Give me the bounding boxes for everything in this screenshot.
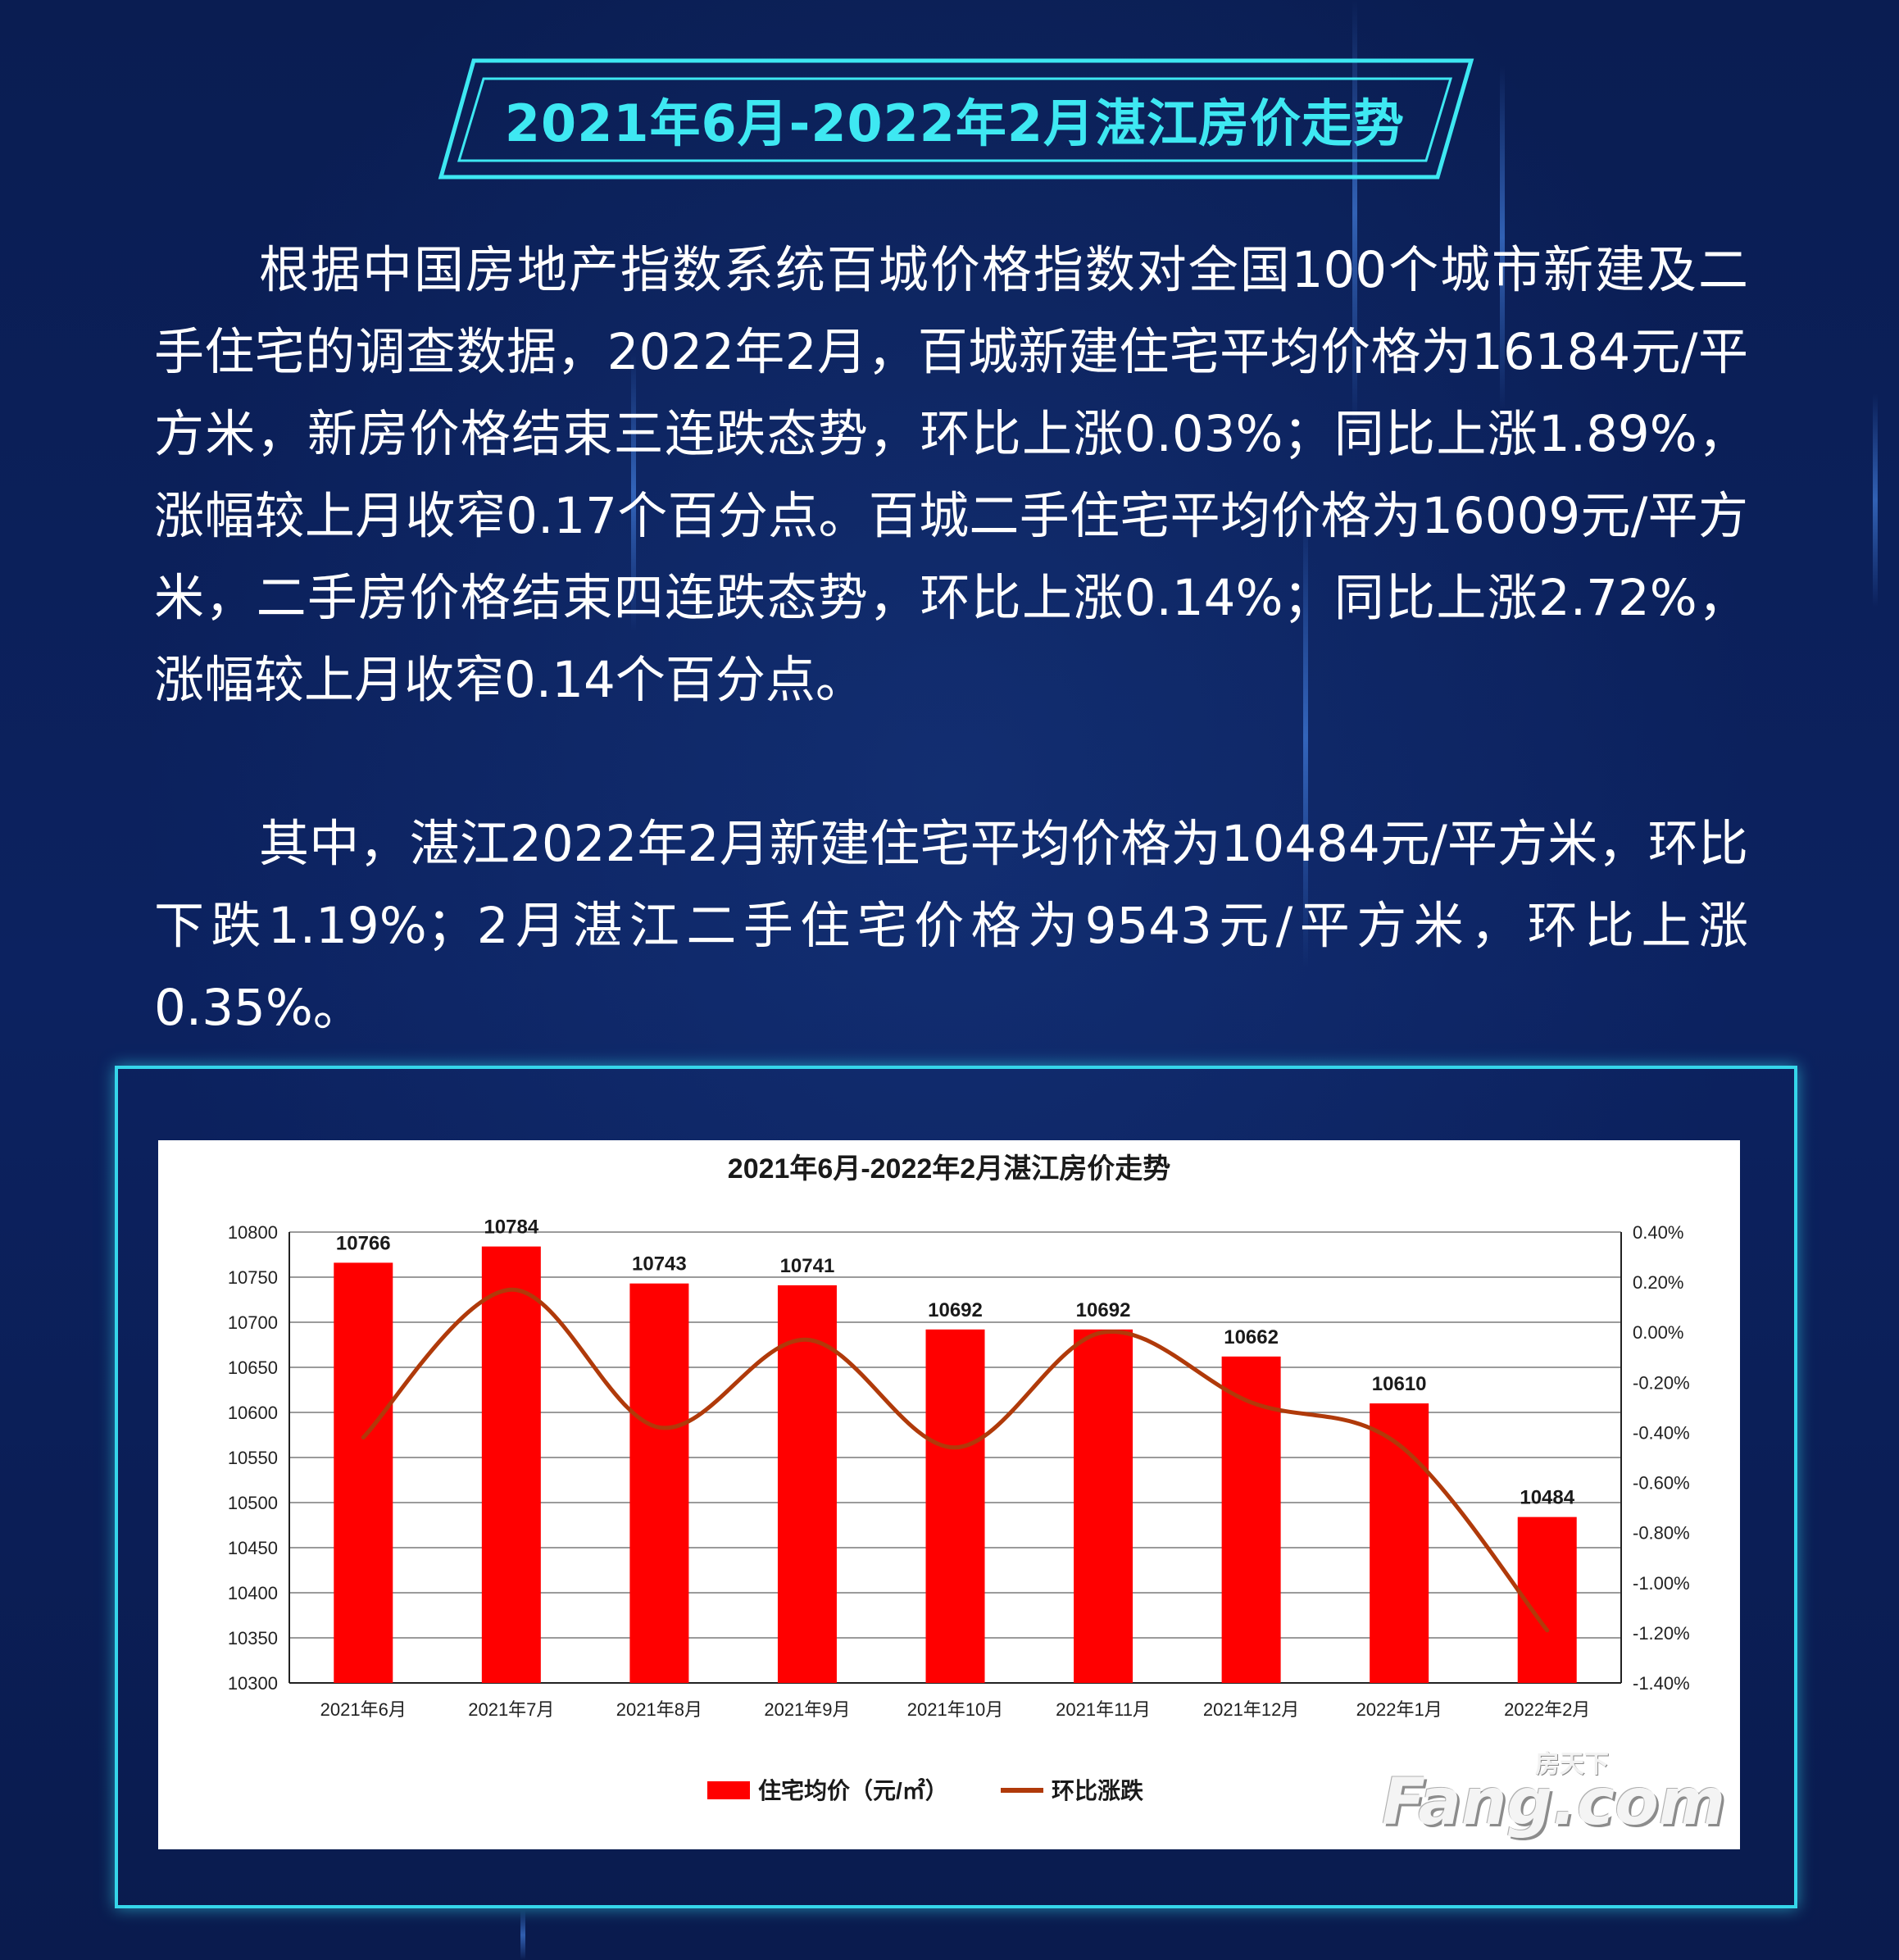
x-axis-labels: 2021年6月 2021年7月 2021年8月 2021年9月 2021年10月 2021… (320, 1699, 1591, 1720)
bar (481, 1246, 541, 1683)
title-frame (438, 58, 1474, 180)
bar (1221, 1356, 1281, 1683)
x-tick-label: 2022年1月 (1356, 1699, 1442, 1720)
light-streak (1500, 66, 1505, 410)
light-streak (1873, 393, 1878, 607)
y-left-tick-label: 10300 (228, 1673, 278, 1694)
light-streak (1303, 508, 1308, 967)
title-banner: 2021年6月-2022年2月湛江房价走势 (434, 57, 1475, 180)
paragraph-zhanjiang: 其中，湛江2022年2月新建住宅平均价格为10484元/平方米，环比下跌1.19… (154, 815, 1748, 1037)
light-streak (631, 352, 636, 631)
y-right-tick-label: -1.00% (1633, 1573, 1690, 1594)
bar-labels: 10766 10784 10743 10741 10692 10692 10662 10610… (336, 1216, 1575, 1509)
light-streak (520, 1910, 525, 1960)
y-left-tick-label: 10350 (228, 1628, 278, 1648)
light-streak (1352, 0, 1357, 426)
bar (629, 1283, 689, 1683)
chart-panel: 2021年6月-2022年2月湛江房价走势 10300 10350 10400 104… (158, 1140, 1740, 1849)
y-right-tick-label: 0.40% (1633, 1222, 1683, 1243)
combo-chart: 2021年6月-2022年2月湛江房价走势 10300 10350 10400 104… (228, 1153, 1690, 1803)
y-left-tick-label: 10500 (228, 1493, 278, 1513)
bar-data-label: 10610 (1372, 1373, 1427, 1395)
y-left-tick-label: 10800 (228, 1222, 278, 1243)
y-left-tick-label: 10600 (228, 1403, 278, 1423)
chart-frame (115, 1066, 1797, 1908)
left-axis: 10300 10350 10400 10450 10500 10550 10600 10650… (228, 1222, 290, 1694)
x-tick-label: 2021年8月 (616, 1699, 702, 1720)
bar-data-label: 10662 (1224, 1326, 1279, 1348)
y-right-tick-label: -0.80% (1633, 1523, 1690, 1544)
bar (334, 1262, 393, 1683)
bar-data-label: 10692 (928, 1299, 983, 1321)
bar-data-label: 10743 (632, 1253, 687, 1276)
y-right-tick-label: -0.20% (1633, 1372, 1690, 1393)
x-tick-label: 2021年10月 (907, 1699, 1003, 1720)
watermark-logo: Fang.com (1381, 1766, 1725, 1839)
line-path (361, 1287, 1550, 1633)
legend-label-bar: 住宅均价（元/㎡） (758, 1777, 948, 1803)
paragraph-national: 根据中国房地产指数系统百城价格指数对全国100个城市新建及二手住宅的调查数据，2… (154, 241, 1748, 709)
watermark-small: 房天下 (1535, 1750, 1609, 1779)
line-series (361, 1287, 1550, 1633)
y-right-tick-label: -0.60% (1633, 1473, 1690, 1494)
y-right-tick-label: -0.40% (1633, 1422, 1690, 1443)
bar-data-label: 10766 (336, 1232, 391, 1254)
legend-swatch-bar (707, 1781, 750, 1799)
bar (777, 1285, 837, 1683)
legend: 住宅均价（元/㎡） 环比涨跌 (707, 1777, 1143, 1803)
x-tick-label: 2021年12月 (1203, 1699, 1299, 1720)
y-left-tick-label: 10700 (228, 1312, 278, 1333)
y-left-tick-label: 10550 (228, 1448, 278, 1468)
page-title: 2021年6月-2022年2月湛江房价走势 (504, 93, 1406, 153)
legend-label-line: 环比涨跌 (1052, 1778, 1143, 1803)
chart-title: 2021年6月-2022年2月湛江房价走势 (728, 1153, 1170, 1185)
bar (1074, 1329, 1133, 1683)
y-right-tick-label: -1.40% (1633, 1673, 1690, 1694)
y-left-tick-label: 10750 (228, 1267, 278, 1288)
bar (1370, 1403, 1429, 1683)
bar-series (334, 1246, 1577, 1683)
x-tick-label: 2021年7月 (468, 1699, 554, 1720)
y-left-tick-label: 10450 (228, 1538, 278, 1558)
x-tick-label: 2021年6月 (320, 1699, 407, 1720)
bar (925, 1329, 985, 1683)
bar-data-label: 10784 (484, 1216, 538, 1239)
y-left-tick-label: 10400 (228, 1583, 278, 1603)
x-tick-label: 2022年2月 (1504, 1699, 1590, 1720)
x-tick-label: 2021年9月 (764, 1699, 850, 1720)
y-left-tick-label: 10650 (228, 1357, 278, 1378)
right-axis: -1.40% -1.20% -1.00% -0.80% -0.60% -0.40% -0.2… (1620, 1222, 1690, 1694)
x-tick-label: 2021年11月 (1056, 1699, 1151, 1720)
y-right-tick-label: 0.20% (1633, 1272, 1683, 1293)
y-right-tick-label: -1.20% (1633, 1623, 1690, 1644)
bar-data-label: 10484 (1520, 1487, 1574, 1509)
bar-data-label: 10741 (780, 1255, 835, 1277)
bar-data-label: 10692 (1076, 1299, 1131, 1321)
y-right-tick-label: 0.00% (1633, 1322, 1683, 1343)
